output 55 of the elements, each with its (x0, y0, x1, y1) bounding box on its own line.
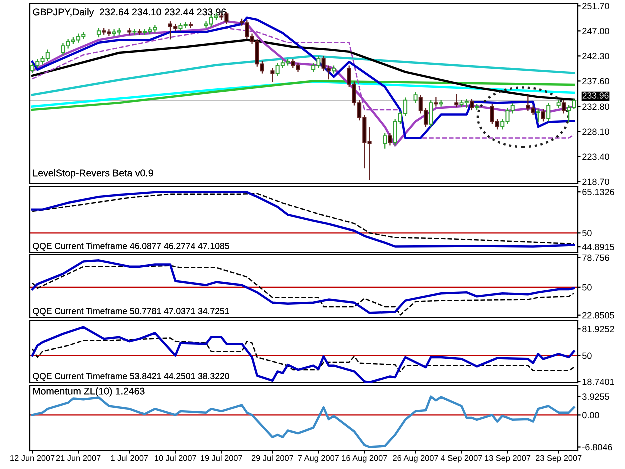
y-tick-label: 81.9252 (582, 326, 614, 332)
y-tick-label: 18.7401 (582, 378, 614, 386)
y-tick-label: 251.70 (582, 3, 610, 10)
candlestick (470, 99, 474, 111)
y-tick-label: 0.00 (582, 412, 600, 419)
candlestick (414, 92, 418, 104)
y-tick-label: 50 (582, 284, 592, 291)
x-tick-label: 1 Jul 2007 (111, 455, 148, 462)
y-tick-label: 223.40 (582, 154, 610, 160)
y-tick-label: 65.1326 (582, 189, 614, 196)
y-tick-label: 3.9255 (582, 394, 610, 400)
line-series (31, 55, 576, 96)
candlestick (434, 97, 438, 107)
x-tick-label: 23 Sep 2007 (536, 455, 582, 463)
y-tick-label: 22.8505 (582, 312, 614, 319)
y-tick-label: -6.8046 (582, 444, 612, 451)
y-tick-label: 50 (582, 230, 592, 237)
y-tick-label: 50 (582, 352, 592, 360)
y-tick-label: 232.80 (582, 104, 610, 110)
x-tick-label: 7 Aug 2007 (298, 455, 340, 463)
candlestick (536, 109, 540, 122)
y-tick-label: 218.70 (582, 178, 610, 186)
y-tick-label: 247.00 (582, 28, 610, 35)
candlestick (546, 103, 551, 122)
y-tick-label: 78.756 (582, 254, 610, 262)
candlestick (429, 100, 434, 128)
candlestick (383, 133, 388, 149)
line-series (31, 396, 576, 448)
line-series (31, 326, 576, 383)
x-tick-label: 21 Jun 2007 (56, 455, 101, 462)
text: QQE Current Timeframe 46.0877 46.2774 47.1085 (33, 242, 230, 251)
candlestick (541, 109, 546, 122)
text: QQE Current Timeframe 50.7781 47.0371 34.7251 (33, 308, 230, 316)
x-tick-label: 29 Jul 2007 (252, 455, 294, 462)
x-tick-label: 13 Sep 2007 (485, 455, 531, 463)
annotation: LevelStop-Revers Beta v0.9 (34, 170, 154, 179)
text: QQE Current Timeframe 53.8421 44.2501 38.3220 (33, 372, 230, 381)
ref-line-label: 233.96 (582, 92, 609, 99)
candlestick (454, 94, 459, 108)
candlestick (270, 68, 275, 82)
y-tick-label: 228.10 (582, 128, 610, 136)
x-tick-label: 10 Jul 2007 (155, 455, 196, 462)
x-tick-label: 16 Aug 2007 (342, 455, 388, 463)
candlestick (388, 133, 392, 146)
x-tick-label: 19 Jul 2007 (201, 455, 242, 462)
y-tick-label: 242.30 (582, 53, 610, 60)
y-tick-label: 237.60 (582, 78, 610, 85)
y-tick-label: 44.8915 (582, 244, 614, 250)
candlestick (562, 100, 566, 114)
chart-title: Momentum ZL(10) 1.2463 (34, 388, 145, 397)
x-tick-label: 12 Jun 2007 (10, 455, 55, 462)
candlestick (132, 29, 137, 35)
x-tick-label: 26 Aug 2007 (393, 455, 438, 463)
x-tick-label: 4 Sep 2007 (440, 455, 482, 463)
chart-title: GBPJPY,Daily 232.64 234.10 232.44 233.96 (33, 8, 226, 18)
